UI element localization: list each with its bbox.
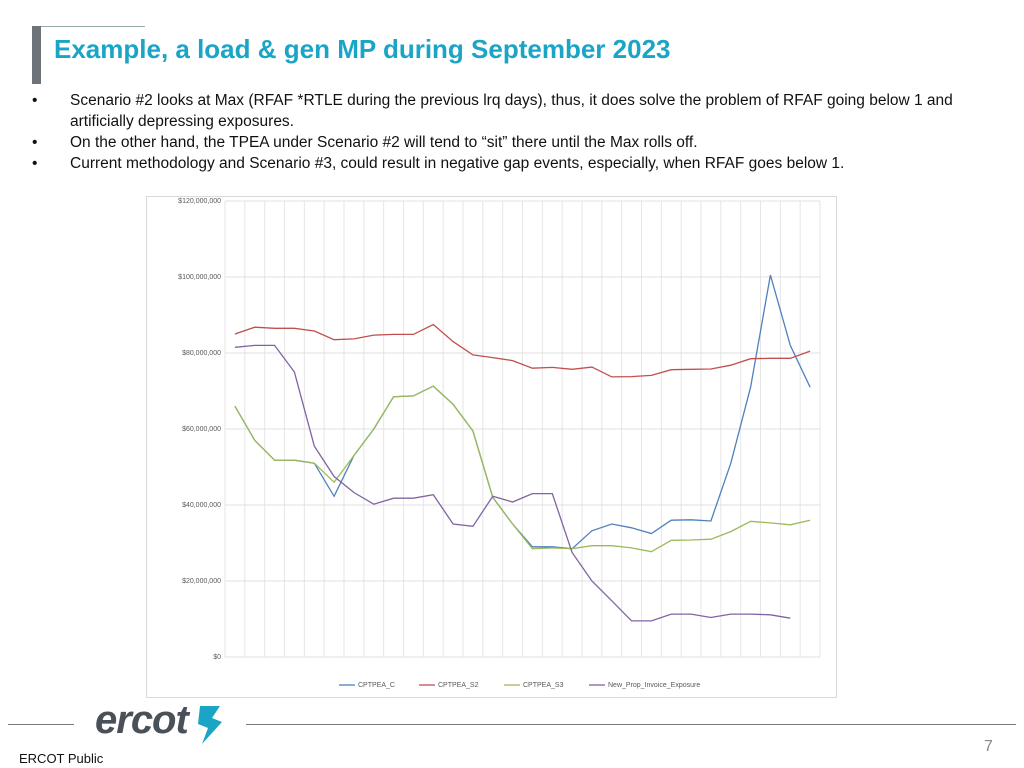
chart-frame xyxy=(146,196,837,698)
y-tick-label: $20,000,000 xyxy=(182,578,221,585)
bullet-list: Scenario #2 looks at Max (RFAF *RTLE dur… xyxy=(30,90,970,174)
footer-rule xyxy=(246,724,1016,725)
y-tick-label: $40,000,000 xyxy=(182,502,221,509)
bullet: Current methodology and Scenario #3, cou… xyxy=(30,153,970,174)
slide-title: Example, a load & gen MP during Septembe… xyxy=(54,34,671,64)
series-line xyxy=(234,385,811,553)
bullet: Scenario #2 looks at Max (RFAF *RTLE dur… xyxy=(30,90,970,132)
bullet: On the other hand, the TPEA under Scenar… xyxy=(30,132,970,153)
footer-rule xyxy=(8,724,74,725)
y-tick-label: $60,000,000 xyxy=(182,426,221,433)
legend-label: CPTPEA_S3 xyxy=(523,682,564,689)
title-rule xyxy=(41,26,145,27)
legend-label: CPTPEA_S2 xyxy=(438,682,479,689)
y-tick-label: $80,000,000 xyxy=(182,350,221,357)
page-number: 7 xyxy=(984,738,993,755)
footer-label: ERCOT Public xyxy=(19,751,104,766)
title-bar xyxy=(32,26,41,84)
y-tick-label: $0 xyxy=(213,654,221,661)
legend-label: New_Prop_Invoice_Exposure xyxy=(608,682,700,689)
chart: $0 $20,000,000 $40,000,000 $60,000,000 $80,0… xyxy=(146,196,837,698)
logo: ercot xyxy=(95,698,189,742)
series-line xyxy=(234,344,791,622)
legend-label: CPTPEA_C xyxy=(358,682,395,689)
y-tick-label: $100,000,000 xyxy=(178,274,221,281)
y-tick-label: $120,000,000 xyxy=(178,198,221,205)
logo-mark xyxy=(198,706,222,744)
series-line xyxy=(234,323,811,378)
